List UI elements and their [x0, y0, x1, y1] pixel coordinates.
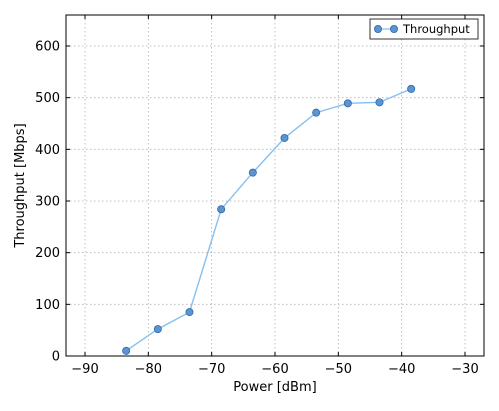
legend-box	[369, 18, 479, 40]
data-point	[312, 108, 321, 117]
x-tick-label: −70	[198, 362, 225, 377]
x-tick-label: −40	[388, 362, 415, 377]
legend-marker	[373, 24, 382, 33]
y-tick-label: 200	[35, 246, 60, 261]
y-tick-label: 300	[35, 195, 60, 210]
y-tick-label: 0	[52, 350, 60, 365]
y-axis-label: Throughput [Mbps]	[13, 123, 28, 248]
data-point	[375, 98, 384, 107]
y-tick-label: 500	[35, 91, 60, 106]
data-point	[185, 308, 194, 317]
legend-label-throughput: Throughput	[402, 22, 470, 36]
axis-ticks: −90 −80 −70 −60 −50 −40 −30 0 100 200 300 400 500 600	[35, 15, 484, 377]
series-line-throughput	[125, 88, 412, 352]
x-tick-label: −90	[71, 362, 98, 377]
x-tick-label: −60	[261, 362, 288, 377]
y-tick-label: 600	[35, 40, 60, 55]
data-point	[343, 99, 352, 108]
x-tick-label: −50	[325, 362, 352, 377]
x-axis-label: Power [dBm]	[233, 380, 316, 395]
data-point	[217, 205, 226, 214]
y-tick-label: 100	[35, 298, 60, 313]
x-tick-label: −30	[451, 362, 478, 377]
data-point	[407, 84, 416, 93]
series-layer	[122, 84, 416, 355]
data-point	[280, 133, 289, 142]
legend-marker	[389, 24, 398, 33]
data-point	[122, 346, 131, 355]
y-tick-label: 400	[35, 143, 60, 158]
x-tick-label: −80	[135, 362, 162, 377]
data-point	[248, 168, 257, 177]
legend: Throughput	[369, 18, 479, 40]
data-point	[153, 325, 162, 334]
